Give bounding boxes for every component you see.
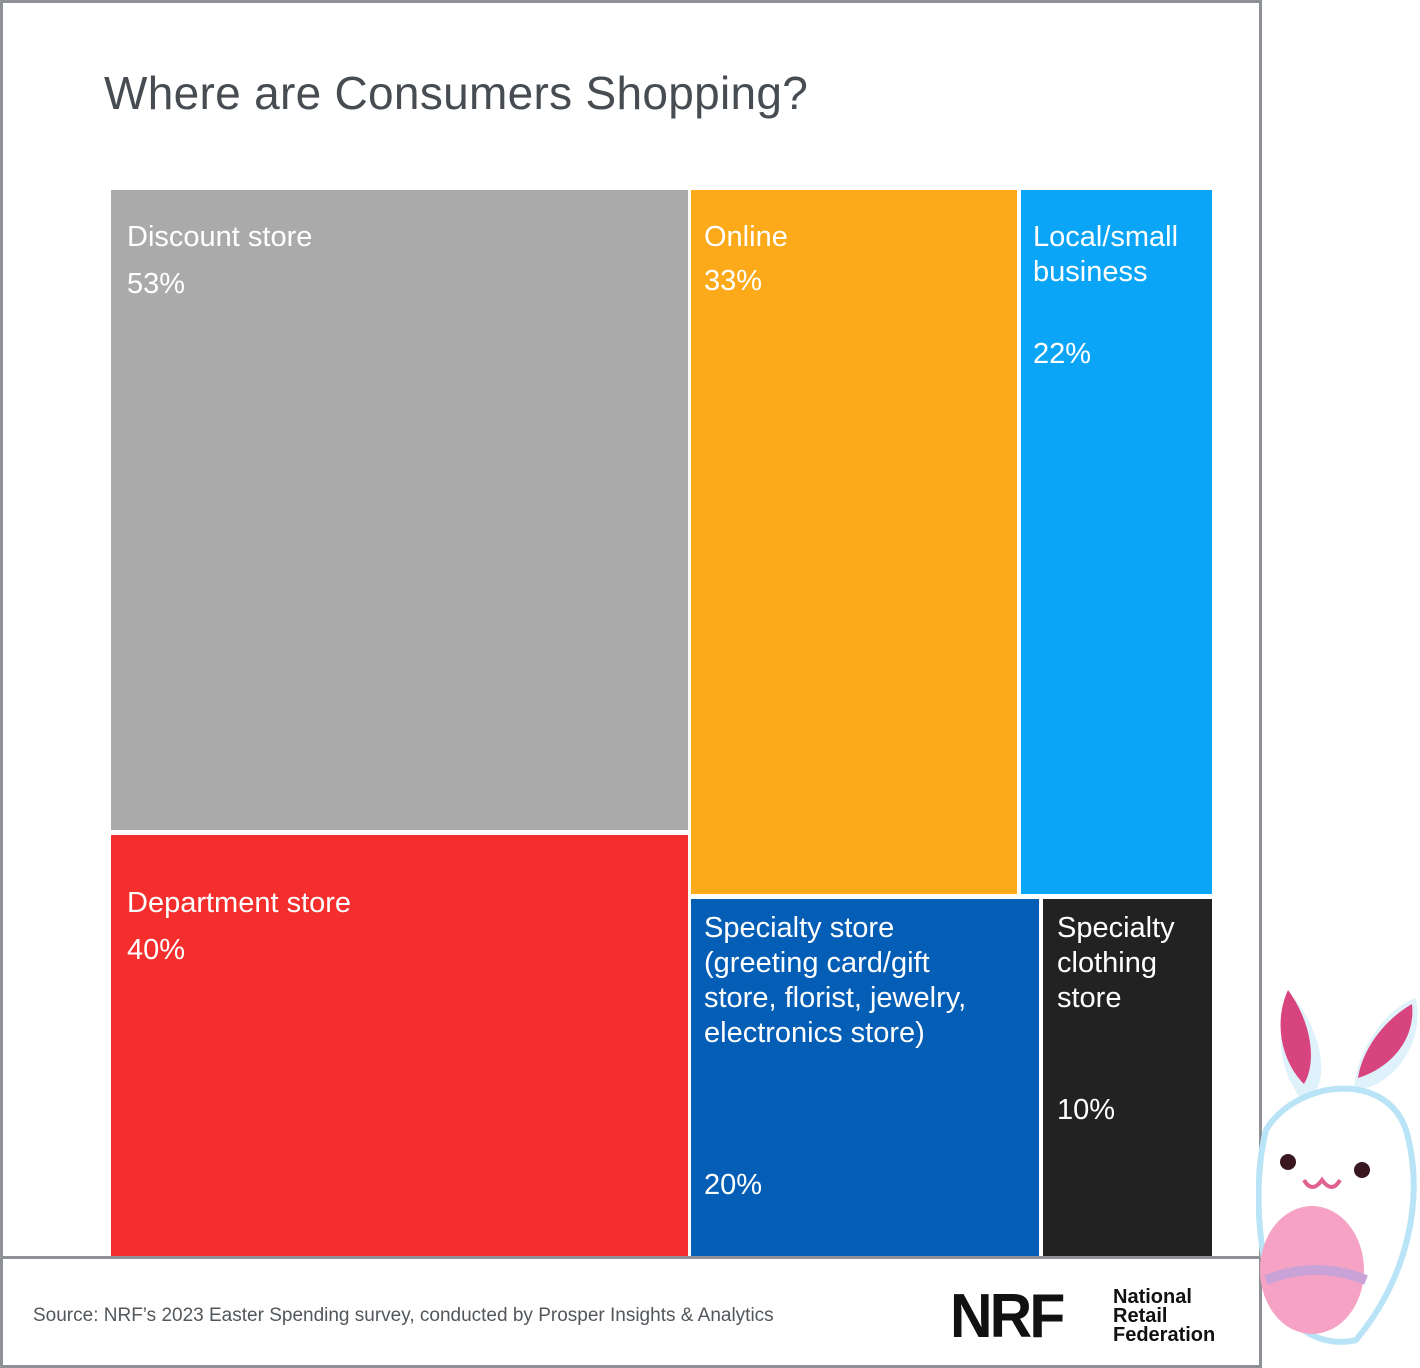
tile-discount-store [111,190,688,830]
source-note: Source: NRF’s 2023 Easter Spending surve… [33,1305,774,1327]
tile-local-small [1021,190,1212,894]
tile-value-department-store: 40% [127,933,185,968]
tile-value-online: 33% [704,264,762,299]
bunny-ear-left-inner [1281,990,1311,1084]
tile-label-discount-store: Discount store [127,220,312,255]
tile-label-specialty: Specialty clothing store [1057,911,1175,1016]
easter-bunny-illustration [1256,980,1420,1368]
tile-value-specialty: 10% [1057,1093,1115,1128]
nrf-logo-name: National Retail Federation [1113,1288,1215,1345]
nrf-logo-mark: NRF [950,1286,1063,1348]
tile-label-local-small: Local/small business [1033,220,1178,290]
tile-label-online: Online [704,220,788,255]
bunny-eye-left [1280,1154,1296,1170]
tile-label-department-store: Department store [127,886,351,921]
tile-value-discount-store: 53% [127,267,185,302]
tile-value-specialty-store: 20% [704,1168,762,1203]
tile-value-local-small: 22% [1033,337,1091,372]
tile-label-specialty-store: Specialty store (greeting card/gift stor… [704,911,966,1051]
bunny-eye-right [1354,1162,1370,1178]
footer-divider [0,1256,1259,1259]
